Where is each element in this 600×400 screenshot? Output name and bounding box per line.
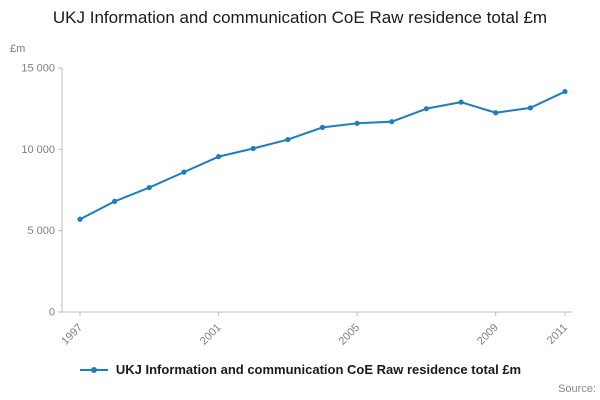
data-point-marker <box>423 106 430 112</box>
data-point-marker <box>319 124 326 130</box>
y-tick-label: 10 000 <box>21 144 55 156</box>
data-point-marker <box>562 88 568 95</box>
data-point-marker <box>493 110 499 116</box>
line-chart: 0 5 000 10 000 15 000 1997 2001 2005 2009 2011 <box>21 63 572 348</box>
x-tick-label: 2001 <box>198 322 224 348</box>
source-label: Source: <box>558 383 596 395</box>
y-tick-label: 15 000 <box>21 63 55 75</box>
data-point-marker <box>181 169 187 175</box>
data-point-marker <box>250 145 256 152</box>
y-axis-unit-label: £m <box>10 43 26 55</box>
x-tick-label: 2005 <box>336 322 362 348</box>
data-point-marker <box>285 136 291 143</box>
data-line-series <box>79 90 566 221</box>
data-point-marker <box>146 184 152 191</box>
data-point-marker <box>77 216 83 222</box>
y-tick-label: 0 <box>49 307 55 319</box>
legend-marker <box>90 366 97 373</box>
x-tick-label: 2009 <box>475 322 501 348</box>
y-tick-label: 5 000 <box>27 225 55 237</box>
chart-legend: UKJ Information and communication CoE Ra… <box>0 362 600 377</box>
data-point-marker <box>527 105 533 111</box>
data-point-marker <box>354 120 360 126</box>
data-point-marker <box>112 198 118 204</box>
data-point-marker <box>458 99 464 105</box>
legend-label: UKJ Information and communication CoE Ra… <box>115 362 522 377</box>
x-tick-label: 1997 <box>59 322 85 348</box>
data-point-marker <box>389 119 395 125</box>
data-point-marker <box>215 154 222 160</box>
chart-title: UKJ Information and communication CoE Ra… <box>52 8 548 27</box>
legend-line-icon <box>79 366 108 373</box>
x-tick-label: 2011 <box>545 322 570 347</box>
